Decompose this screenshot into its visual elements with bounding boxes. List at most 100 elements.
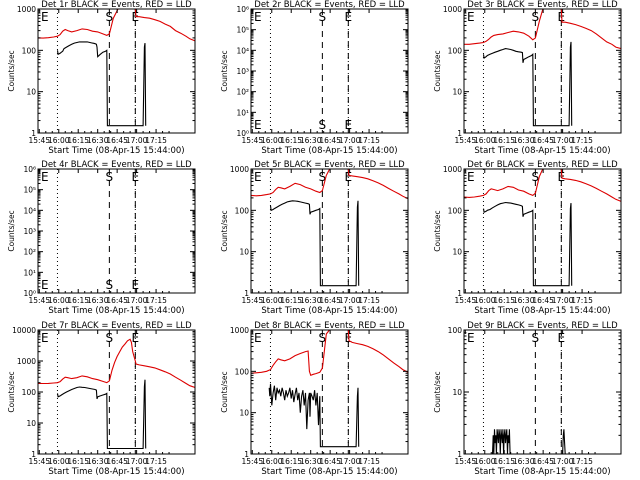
y-tick-label: 10⁶ xyxy=(236,5,249,14)
plot-frame xyxy=(463,8,622,134)
y-tick-label: 10 xyxy=(452,248,462,257)
x-tick-label: 16:45 xyxy=(319,457,341,466)
y-tick-label: 1 xyxy=(457,289,462,298)
time-marker-label-bottom: S xyxy=(106,278,114,292)
y-tick-label: 1000 xyxy=(230,326,249,335)
time-marker-label-top: S xyxy=(532,10,540,24)
x-tick-label: 16:45 xyxy=(532,296,554,305)
y-tick-label: 100 xyxy=(448,46,463,55)
time-marker-label-top: E xyxy=(132,10,140,24)
time-marker-label-top: E xyxy=(132,170,140,184)
y-tick-label: 1 xyxy=(457,450,462,459)
y-tick-label: 10² xyxy=(236,88,249,97)
y-axis-label: Counts/sec xyxy=(7,371,16,412)
y-tick-label: 10000 xyxy=(12,326,36,335)
x-tick-label: 15:45 xyxy=(454,296,476,305)
y-tick-label: 1 xyxy=(457,129,462,138)
panel-title: Det 9r BLACK = Events, RED = LLD xyxy=(467,321,618,331)
x-tick-label: 16:30 xyxy=(513,457,535,466)
x-tick-label: 16:30 xyxy=(87,296,109,305)
time-marker-label-bottom: E xyxy=(254,118,262,132)
x-tick-label: 15:45 xyxy=(28,296,50,305)
y-axis-label: Counts/sec xyxy=(433,210,442,251)
x-tick-label: 15:45 xyxy=(241,296,263,305)
plot-frame xyxy=(37,329,196,455)
events-rate-line xyxy=(269,200,360,287)
time-marker-label-bottom: E xyxy=(345,118,353,132)
x-tick-label: 17:00 xyxy=(126,136,148,145)
lld-rate-line xyxy=(38,9,195,42)
x-tick-label: 17:15 xyxy=(571,136,593,145)
x-tick-label: 17:15 xyxy=(358,457,380,466)
time-marker-label-top: E xyxy=(558,170,566,184)
x-axis-label: Start Time (08-Apr-15 15:44:00) xyxy=(48,467,184,477)
lld-rate-line xyxy=(251,330,408,377)
plot-frame xyxy=(37,8,196,134)
y-tick-label: 10³ xyxy=(23,227,36,236)
time-marker-label-top: S xyxy=(319,170,327,184)
events-rate-line xyxy=(56,41,147,127)
time-marker-label-top: E xyxy=(254,170,262,184)
x-tick-label: 15:45 xyxy=(454,136,476,145)
panel-title: Det 4r BLACK = Events, RED = LLD xyxy=(41,160,192,170)
y-tick-label: 10 xyxy=(239,409,249,418)
x-axis-label: Start Time (08-Apr-15 15:44:00) xyxy=(474,306,610,316)
x-tick-label: 17:00 xyxy=(339,136,361,145)
x-axis-label: Start Time (08-Apr-15 15:44:00) xyxy=(474,467,610,477)
y-tick-label: 1000 xyxy=(230,165,249,174)
y-axis-label: Counts/sec xyxy=(433,50,442,91)
time-marker-label-top: E xyxy=(41,331,49,345)
x-tick-label: 17:00 xyxy=(126,457,148,466)
y-tick-label: 10 xyxy=(452,388,462,397)
x-tick-label: 16:30 xyxy=(300,296,322,305)
time-marker-label-top: E xyxy=(41,170,49,184)
time-marker-label-top: E xyxy=(558,331,566,345)
y-axis-label: Counts/sec xyxy=(220,371,229,412)
x-tick-label: 16:45 xyxy=(319,296,341,305)
x-tick-label: 15:45 xyxy=(28,457,50,466)
detector-panel-4: Det 4r BLACK = Events, RED = LLDEESSEE15… xyxy=(7,160,196,316)
x-axis-label: Start Time (08-Apr-15 15:44:00) xyxy=(48,146,184,156)
x-tick-label: 16:45 xyxy=(106,136,128,145)
x-tick-label: 17:15 xyxy=(145,136,167,145)
x-axis-label: Start Time (08-Apr-15 15:44:00) xyxy=(261,146,397,156)
y-tick-label: 100 xyxy=(22,388,37,397)
x-tick-label: 16:00 xyxy=(261,457,283,466)
lld-rate-line xyxy=(464,169,621,202)
x-tick-label: 17:15 xyxy=(145,296,167,305)
x-tick-label: 16:15 xyxy=(67,136,89,145)
time-marker-label-top: S xyxy=(319,10,327,24)
x-tick-label: 17:00 xyxy=(552,136,574,145)
time-marker-label-top: E xyxy=(41,10,49,24)
y-tick-label: 100 xyxy=(235,206,250,215)
plot-frame xyxy=(250,168,409,294)
time-marker-label-top: E xyxy=(467,170,475,184)
x-tick-label: 17:00 xyxy=(552,457,574,466)
x-axis-label: Start Time (08-Apr-15 15:44:00) xyxy=(48,306,184,316)
x-tick-label: 16:00 xyxy=(474,296,496,305)
time-marker-label-top: E xyxy=(467,331,475,345)
x-tick-label: 15:45 xyxy=(241,457,263,466)
x-tick-label: 16:30 xyxy=(87,457,109,466)
panel-title: Det 3r BLACK = Events, RED = LLD xyxy=(467,0,618,10)
x-tick-label: 15:45 xyxy=(241,136,263,145)
x-tick-label: 16:45 xyxy=(106,296,128,305)
x-tick-label: 16:00 xyxy=(48,457,70,466)
y-tick-label: 10 xyxy=(239,248,249,257)
y-tick-label: 1 xyxy=(31,450,36,459)
x-axis-label: Start Time (08-Apr-15 15:44:00) xyxy=(474,146,610,156)
y-tick-label: 100 xyxy=(22,46,37,55)
events-rate-line xyxy=(482,41,573,127)
x-tick-label: 16:15 xyxy=(493,296,515,305)
time-marker-label-bottom: E xyxy=(41,278,49,292)
y-tick-label: 10 xyxy=(26,88,36,97)
panel-title: Det 1r BLACK = Events, RED = LLD xyxy=(41,0,192,10)
time-marker-label-top: E xyxy=(254,10,262,24)
x-tick-label: 16:15 xyxy=(280,296,302,305)
x-tick-label: 17:00 xyxy=(339,296,361,305)
y-tick-label: 100 xyxy=(235,367,250,376)
plot-frame xyxy=(250,329,409,455)
x-tick-label: 16:00 xyxy=(48,136,70,145)
